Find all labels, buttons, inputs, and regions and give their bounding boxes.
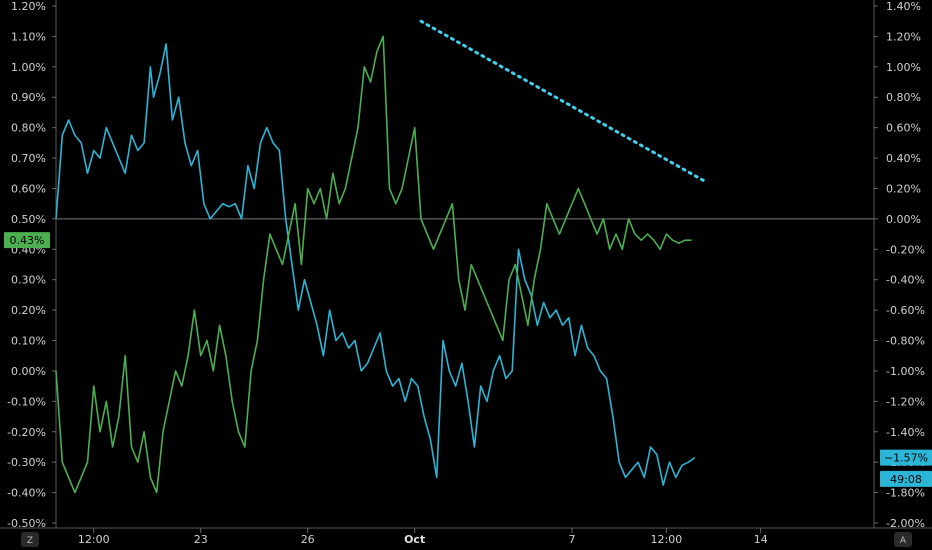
cyan-series-line — [55, 43, 696, 486]
auto-scale-button[interactable] — [894, 532, 912, 547]
right-axis-tick-label: 0.20% — [886, 182, 921, 195]
price-badge-label: 0.43% — [10, 234, 45, 247]
left-axis-tick-label: 0.10% — [11, 335, 46, 348]
left-axis-tick-label: 1.20% — [11, 0, 46, 13]
x-axis-tick-label: 7 — [568, 533, 575, 546]
left-axis-tick-label: 0.70% — [11, 152, 46, 165]
badge-layer: 0.43% −1.57% 49:08 — [4, 232, 932, 487]
left-axis-tick-label: -0.30% — [7, 456, 46, 469]
left-axis-tick-label: 0.30% — [11, 274, 46, 287]
price-badge-label: 49:08 — [890, 473, 922, 486]
left-axis-tick-label: -0.10% — [7, 395, 46, 408]
left-axis-tick-label: 1.10% — [11, 30, 46, 43]
x-axis-tick-label: Oct — [404, 533, 425, 546]
right-axis-tick-label: -1.80% — [886, 487, 925, 500]
right-axis-tick-label: 1.00% — [886, 61, 921, 74]
left-axis-tick-label: 0.60% — [11, 182, 46, 195]
right-axis-tick-label: -0.60% — [886, 304, 925, 317]
auto-scale-button-label: A — [900, 536, 907, 546]
x-axis-tick-label: 23 — [194, 533, 208, 546]
price-badge — [4, 232, 50, 249]
green-series-line — [55, 35, 692, 494]
right-axis-tick-label: 1.20% — [886, 30, 921, 43]
left-axis-tick-label: 0.00% — [11, 365, 46, 378]
left-axis-tick-label: 1.00% — [11, 61, 46, 74]
left-axis-tick-label: -0.20% — [7, 426, 46, 439]
right-axis-tick-label: -2.00% — [886, 517, 925, 530]
left-axis-tick-label: -0.50% — [7, 517, 46, 530]
right-axis-tick-label: 0.80% — [886, 91, 921, 104]
right-axis-tick-label: -1.40% — [886, 426, 925, 439]
right-axis-tick-label: 1.40% — [886, 0, 921, 13]
x-axis-tick-label: 26 — [301, 533, 315, 546]
x-axis-tick-label: 12:00 — [78, 533, 110, 546]
left-axis-tick-label: 0.20% — [11, 304, 46, 317]
series-layer — [55, 19, 874, 494]
right-axis-tick-label: -0.40% — [886, 274, 925, 287]
right-axis-tick-label: 0.60% — [886, 122, 921, 135]
right-axis-tick-label: 0.00% — [886, 213, 921, 226]
price-badge-label: −1.57% — [884, 452, 928, 465]
left-axis-tick-label: -0.40% — [7, 487, 46, 500]
zoom-button-label: Z — [27, 536, 33, 546]
right-axis-tick-label: -1.20% — [886, 395, 925, 408]
left-axis-tick-label: 0.80% — [11, 122, 46, 135]
price-badge — [880, 449, 932, 466]
left-axis-tick-label: 0.50% — [11, 213, 46, 226]
left-axis-tick-label: 0.90% — [11, 91, 46, 104]
right-axis-tick-label: -0.20% — [886, 243, 925, 256]
zoom-button[interactable] — [21, 532, 39, 547]
right-axis-tick-label: 0.40% — [886, 152, 921, 165]
dotted-trendline[interactable] — [419, 19, 706, 183]
x-axis-tick-label: 12:00 — [651, 533, 683, 546]
x-axis-tick-label: 14 — [754, 533, 768, 546]
price-badge — [880, 470, 932, 487]
right-axis-tick-label: -0.80% — [886, 335, 925, 348]
right-axis-tick-label: -1.00% — [886, 365, 925, 378]
